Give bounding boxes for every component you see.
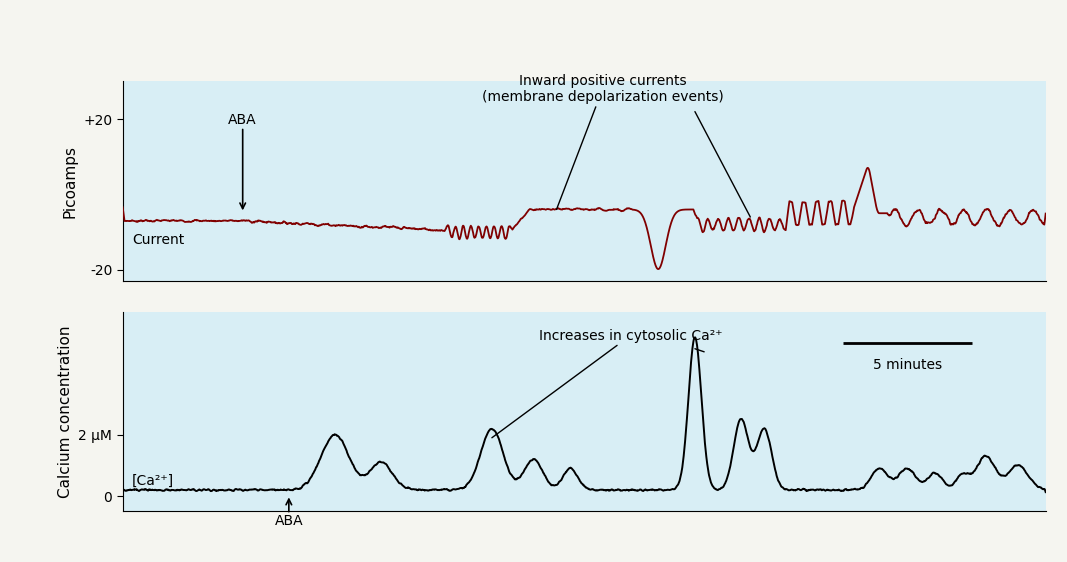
Text: Current: Current <box>132 233 185 247</box>
Text: Inward positive currents
(membrane depolarization events): Inward positive currents (membrane depol… <box>482 74 723 210</box>
Text: [Ca²⁺]: [Ca²⁺] <box>132 474 174 488</box>
Y-axis label: Calcium concentration: Calcium concentration <box>58 325 73 498</box>
Text: Increases in cytosolic Ca²⁺: Increases in cytosolic Ca²⁺ <box>492 329 722 438</box>
Text: ABA: ABA <box>274 499 303 528</box>
Y-axis label: Picoamps: Picoamps <box>63 145 78 217</box>
Text: 5 minutes: 5 minutes <box>873 358 942 372</box>
Text: ABA: ABA <box>228 112 257 209</box>
